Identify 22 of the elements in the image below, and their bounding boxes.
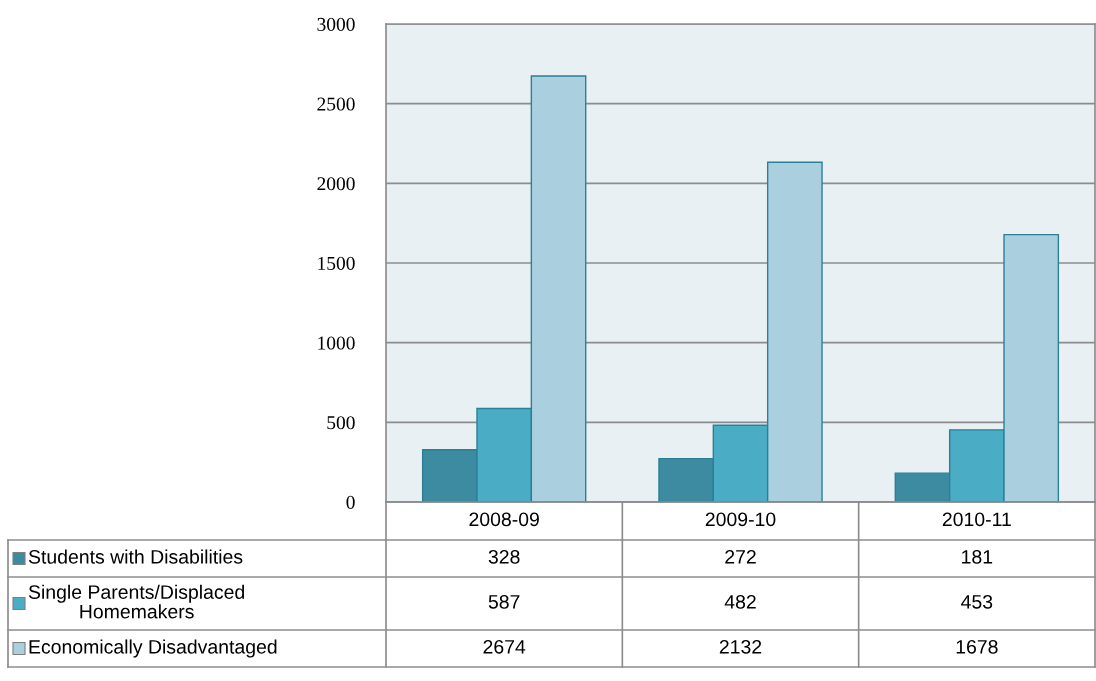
y-tick-label: 3000 <box>317 17 355 31</box>
x-tick-label: 2010-11 <box>942 512 1011 527</box>
y-tick-label: 1500 <box>318 256 355 270</box>
y-tick-label: 1000 <box>318 336 355 350</box>
data-label: 1678 <box>956 639 998 654</box>
x-tick-label: 2008-09 <box>469 512 539 527</box>
data-label: 482 <box>724 594 756 609</box>
data-label: 2132 <box>719 639 762 654</box>
x-tick-label: 2009-10 <box>705 512 776 527</box>
legend-label: Single Parents/Displaced Homemakers <box>28 584 244 619</box>
y-tick-label: 2000 <box>317 177 355 191</box>
legend-label: Economically Disadvantaged <box>29 639 277 658</box>
data-label: 328 <box>488 549 520 564</box>
data-label: 587 <box>488 594 520 609</box>
data-label: 272 <box>725 549 756 564</box>
data-label: 453 <box>961 594 993 609</box>
y-tick-label: 500 <box>327 416 355 430</box>
legend-label: Students with Disabilities <box>28 549 243 564</box>
data-label: 181 <box>962 549 993 564</box>
y-tick-label: 2500 <box>317 97 355 111</box>
data-label: 2674 <box>483 639 526 654</box>
y-tick-label: 0 <box>346 495 355 509</box>
